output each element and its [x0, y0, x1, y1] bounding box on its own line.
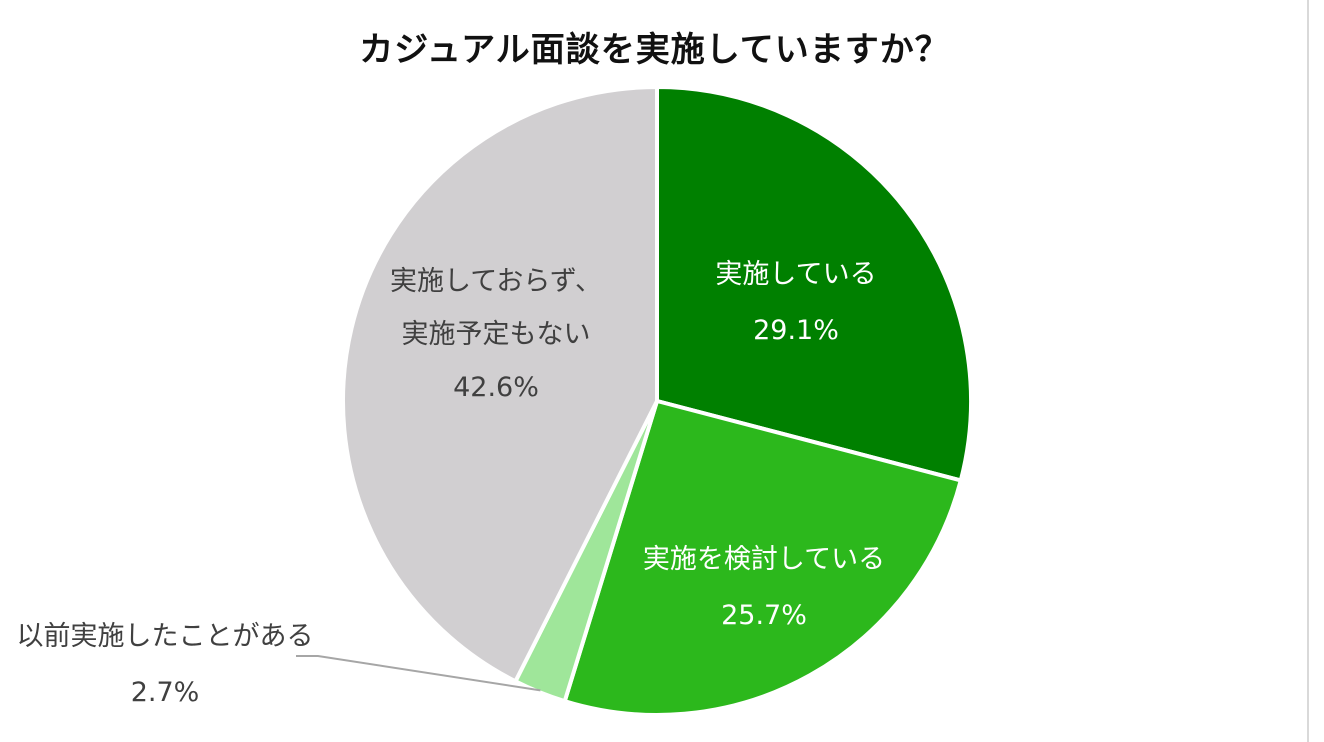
- slice-value-label: 25.7%: [721, 600, 807, 631]
- slice-category-label: 実施している: [715, 259, 876, 290]
- slice-category-label: 実施予定もない: [402, 319, 591, 350]
- slice-category-label: 実施を検討している: [643, 544, 885, 575]
- chart-title: カジュアル面談を実施していますか？: [359, 30, 950, 70]
- slice-label-not-planned: 実施しておらず、実施予定もない 42.6%: [390, 266, 602, 403]
- slice-value-label: 42.6%: [453, 372, 539, 403]
- slice-category-label: 実施しておらず、: [390, 266, 602, 297]
- slice-label-implemented: 実施している 29.1%: [715, 259, 876, 346]
- pie-slice-implemented: [655, 85, 973, 483]
- slice-value-label: 2.7%: [131, 677, 200, 708]
- pie-slice-not-planned: [341, 85, 659, 684]
- slice-category-label: 以前実施したことがある: [17, 621, 314, 652]
- slice-value-label: 29.1%: [753, 315, 839, 346]
- slice-label-previously-implemented: 以前実施したことがある 2.7%: [17, 621, 314, 708]
- slice-label-considering: 実施を検討している 25.7%: [643, 544, 885, 631]
- leader-line: [296, 655, 541, 692]
- pie-slice-considering: [562, 399, 963, 717]
